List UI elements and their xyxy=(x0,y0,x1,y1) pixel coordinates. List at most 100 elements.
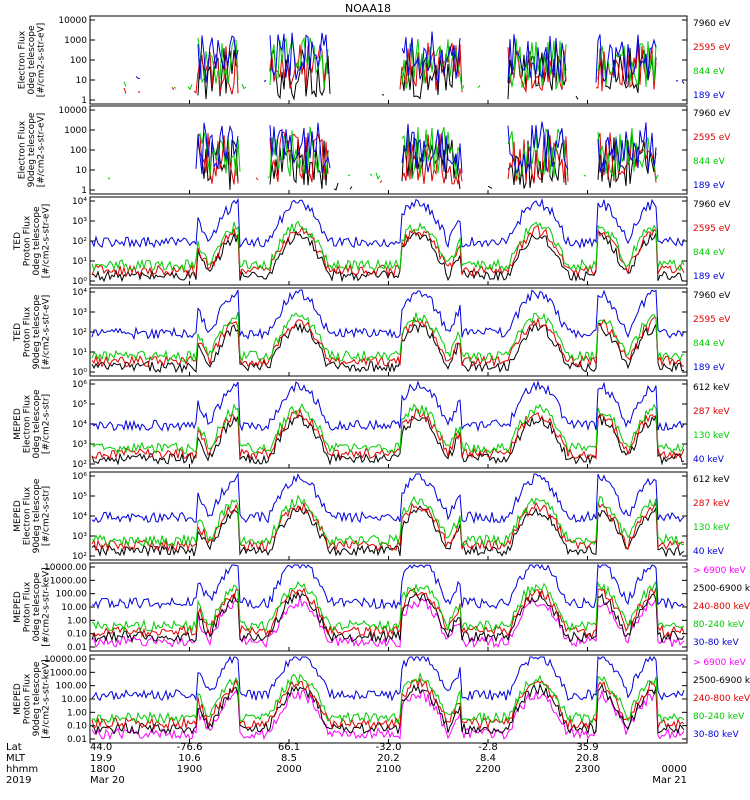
legend-189-ev: 189 eV xyxy=(693,272,726,282)
ylabel-line: 0deg telescope xyxy=(27,25,37,95)
ylabel-line: TED xyxy=(13,323,23,342)
y-tick-label: 1.00 xyxy=(67,616,87,626)
legend-612-kev: 612 keV xyxy=(693,475,730,485)
y-tick-label: 1000 xyxy=(64,36,87,46)
y-tick-label: 10⁶ xyxy=(72,380,87,390)
series-trace xyxy=(91,311,685,363)
x-tick-label: Mar 20 xyxy=(90,775,125,786)
y-tick-label: 0.01 xyxy=(67,643,87,653)
x-tick-label: 0000 xyxy=(662,764,687,775)
legend-7960-ev: 7960 eV xyxy=(693,109,731,119)
ylabel-line: 90deg telescope xyxy=(32,478,42,553)
legend-7960-ev: 7960 eV xyxy=(693,200,731,210)
y-tick-label: 10¹ xyxy=(72,257,87,267)
y-tick-label: 100 xyxy=(70,146,87,156)
panel-ylabel: MEPEDElectron Flux90deg telescope[#/cm2-… xyxy=(13,478,52,553)
y-tick-label: 10⁵ xyxy=(72,492,87,502)
series-trace xyxy=(91,225,685,278)
series-trace xyxy=(91,580,685,633)
y-tick-label: 10⁰ xyxy=(72,277,87,287)
y-tick-label: 0.10 xyxy=(67,630,87,640)
x-tick-label: 44.0 xyxy=(90,742,112,753)
x-row-label-mlt: MLT xyxy=(6,753,26,764)
y-tick-label: 10⁶ xyxy=(72,472,87,482)
ylabel-line: 0deg telescope xyxy=(32,572,42,642)
legend-80-240-kev: 80-240 keV xyxy=(693,712,745,722)
y-tick-label: 1.00 xyxy=(67,708,87,718)
legend-40-kev: 40 keV xyxy=(693,455,725,465)
series-trace xyxy=(91,494,684,548)
ylabel-line: Proton Flux xyxy=(22,215,32,266)
panel-frame xyxy=(89,105,688,195)
panel-ylabel: MEPEDProton Flux0deg telescope[#/cm2-s-s… xyxy=(13,567,52,646)
panel-ylabel: TEDProton Flux90deg telescope[#/cm2-s-st… xyxy=(13,294,52,369)
x-tick-label: 1900 xyxy=(177,764,202,775)
x-tick-label: Mar 21 xyxy=(652,775,687,786)
y-tick-label: 10² xyxy=(72,237,87,247)
ylabel-line: Proton Flux xyxy=(22,306,32,357)
y-tick-label: 10000.00 xyxy=(44,563,87,573)
ylabel-line: MEPED xyxy=(13,683,23,715)
legend-844-ev: 844 eV xyxy=(693,339,726,349)
y-tick-label: 10¹ xyxy=(72,348,87,358)
series-trace xyxy=(91,413,685,466)
y-tick-label: 1 xyxy=(81,96,87,106)
y-tick-label: 10.00 xyxy=(61,695,87,705)
series-trace xyxy=(91,403,685,455)
ylabel-line: [#/cm2-s-str-eV] xyxy=(37,113,47,188)
panel-meped-proton-90deg: 10000.00 1000.00 100.00 10.00 1.00 0.10 0.01 ME… xyxy=(13,654,750,745)
ylabel-line: Proton Flux xyxy=(22,581,32,632)
x-tick-label: 20.2 xyxy=(377,753,399,764)
ylabel-line: [#/cm2-s-str-keV] xyxy=(41,567,51,646)
y-tick-label: 10000 xyxy=(58,106,87,116)
panel-ylabel: MEPEDProton Flux90deg telescope[#/cm2-s-… xyxy=(13,659,52,738)
panel-ted-electron-90deg: 10000 1000 100 10 1 Electron Flux90deg telesc… xyxy=(18,105,731,196)
ylabel-line: Electron Flux xyxy=(22,486,32,545)
panel-ted-proton-0deg: 10⁴ 10³ 10² 10¹ 10⁰ TEDProton Flux0deg telesc… xyxy=(13,196,731,287)
series-trace xyxy=(91,316,685,368)
panel-ylabel: Electron Flux0deg telescope[#/cm2-s-str-… xyxy=(18,23,47,98)
series-trace xyxy=(91,229,685,283)
series-trace xyxy=(135,31,685,85)
series-trace xyxy=(108,127,664,180)
ylabel-line: 0deg telescope xyxy=(32,389,42,459)
ylabel-line: MEPED xyxy=(13,408,23,440)
series-trace xyxy=(91,505,685,558)
legend-844-ev: 844 eV xyxy=(693,248,726,258)
legend-2595-ev: 2595 eV xyxy=(693,224,731,234)
y-tick-label: 10⁴ xyxy=(72,197,87,207)
x-tick-label: -76.6 xyxy=(177,742,203,753)
legend-844-ev: 844 eV xyxy=(693,67,726,77)
ylabel-line: 90deg telescope xyxy=(32,661,42,736)
x-tick-label: 2300 xyxy=(575,764,600,775)
ylabel-line: [#/cm2-s-str-keV] xyxy=(41,659,51,738)
legend-240-800-kev: 240-800 keV xyxy=(693,602,750,612)
legend-130-kev: 130 keV xyxy=(693,431,730,441)
ylabel-line: Electron Flux xyxy=(22,394,32,453)
panel-meped-electron-0deg: 10⁶ 10⁵ 10⁴ 10³ 10² MEPEDElectron Flux0deg te… xyxy=(13,379,730,470)
legend-30-80-kev: 30-80 keV xyxy=(693,730,739,740)
y-tick-label: 10³ xyxy=(72,532,87,542)
x-tick-label: 8.4 xyxy=(480,753,496,764)
series-trace xyxy=(91,678,685,731)
legend--6900-kev: > 6900 keV xyxy=(693,658,747,668)
ylabel-line: [#/cm2-s-str-eV] xyxy=(41,204,51,279)
series-trace xyxy=(91,380,685,433)
y-tick-label: 10² xyxy=(72,460,87,470)
y-tick-label: 0.01 xyxy=(67,735,87,745)
legend-80-240-kev: 80-240 keV xyxy=(693,620,745,630)
x-row-label-year: 2019 xyxy=(6,775,31,786)
x-tick-label: -2.8 xyxy=(478,742,498,753)
series-trace xyxy=(91,501,685,553)
ylabel-line: Electron Flux xyxy=(18,30,28,89)
legend-30-80-kev: 30-80 keV xyxy=(693,638,739,648)
y-tick-label: 10000.00 xyxy=(44,655,87,665)
legend-189-ev: 189 eV xyxy=(693,181,726,191)
legend-189-ev: 189 eV xyxy=(693,363,726,373)
x-tick-label: 2000 xyxy=(276,764,301,775)
x-tick-label: 8.5 xyxy=(281,753,297,764)
panel-ted-proton-90deg: 10⁴ 10³ 10² 10¹ 10⁰ TEDProton Flux90deg teles… xyxy=(13,287,731,378)
x-row-label-lat: Lat xyxy=(6,742,22,753)
